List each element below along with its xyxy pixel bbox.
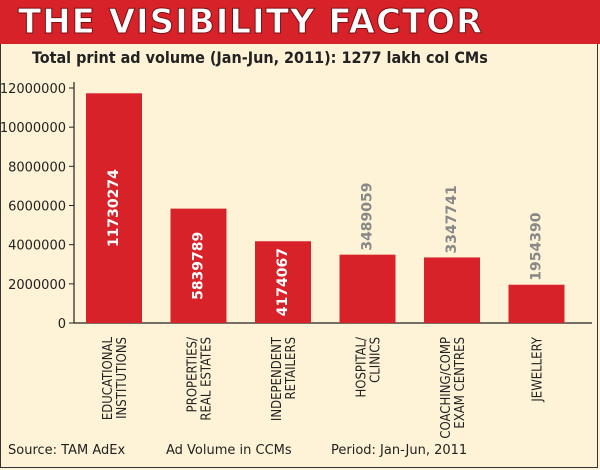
- bar-value-label: 4174067: [275, 248, 291, 316]
- category-label-line: INSTITUTIONS: [115, 337, 130, 419]
- bar-value-label: 1954390: [529, 212, 545, 280]
- category-label: EDUCATIONALINSTITUTIONS: [101, 337, 130, 421]
- category-label: JEWELLERY: [531, 336, 546, 402]
- y-tick-label: 0: [58, 317, 66, 332]
- bar-value-label: 3347741: [444, 185, 460, 253]
- y-tick-label: 8000000: [8, 160, 66, 175]
- period-note: Period: Jan-Jun, 2011: [331, 443, 468, 458]
- category-label-line: EXAM CENTRES: [453, 337, 468, 429]
- category-label: INDEPENDENTRETAILERS: [270, 336, 299, 421]
- category-label: COACHING/COMPEXAM CENTRES: [439, 337, 468, 439]
- category-label: HOSPITAL/CLINICS: [355, 337, 384, 398]
- category-label-line: INDEPENDENT: [270, 336, 285, 421]
- y-tick-label: 2000000: [8, 278, 66, 293]
- y-tick-label: 10000000: [0, 121, 66, 136]
- source-note: Source: TAM AdEx: [8, 443, 126, 458]
- category-label-line: EDUCATIONAL: [101, 337, 116, 421]
- category-label-line: RETAILERS: [284, 337, 299, 400]
- category-label-line: JEWELLERY: [531, 336, 546, 402]
- chart-title: THE VISIBILITY FACTOR: [17, 2, 484, 43]
- chart-subtitle: Total print ad volume (Jan-Jun, 2011): 1…: [32, 48, 488, 67]
- title-banner: THE VISIBILITY FACTOR: [0, 0, 600, 44]
- category-label-line: CLINICS: [369, 337, 384, 383]
- category-label-line: HOSPITAL/: [355, 337, 370, 398]
- y-tick-label: 6000000: [8, 200, 66, 215]
- bar: [508, 284, 565, 323]
- y-tick-label: 12000000: [0, 82, 66, 97]
- category-label-line: COACHING/COMP: [439, 337, 454, 439]
- unit-note: Ad Volume in CCMs: [166, 443, 292, 458]
- bar: [339, 254, 396, 323]
- bar: [170, 208, 227, 323]
- category-label-line: PROPERTIES/: [186, 337, 201, 412]
- bar: [424, 257, 480, 323]
- bar: [86, 93, 142, 323]
- category-label: PROPERTIES/REAL ESTATES: [186, 337, 215, 421]
- category-label-line: REAL ESTATES: [200, 337, 215, 421]
- bar: [255, 241, 311, 323]
- y-tick-label: 4000000: [8, 239, 66, 254]
- bar-value-label: 5839789: [191, 232, 207, 300]
- bar-value-label: 3489059: [360, 182, 376, 250]
- bar-value-label: 11730274: [106, 169, 122, 247]
